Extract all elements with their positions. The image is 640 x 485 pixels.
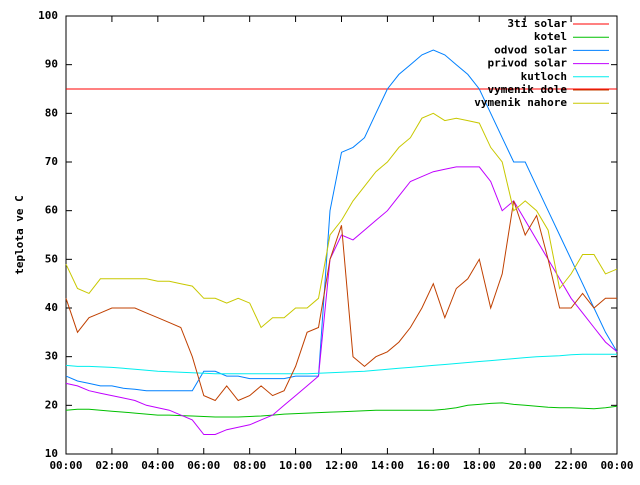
y-axis-label: teplota ve C: [13, 195, 26, 274]
x-tick-label: 00:00: [600, 459, 633, 472]
legend-label: privod solar: [488, 57, 568, 70]
legend-label: kotel: [534, 30, 567, 43]
x-tick-label: 02:00: [95, 459, 128, 472]
x-tick-label: 08:00: [233, 459, 266, 472]
x-tick-label: 04:00: [141, 459, 174, 472]
series-line: [65, 353, 617, 375]
x-tick-label: 14:00: [371, 459, 404, 472]
y-tick-label: 70: [45, 155, 58, 168]
y-tick-label: 60: [45, 204, 58, 217]
y-tick-label: 30: [45, 350, 58, 363]
x-tick-label: 20:00: [509, 459, 542, 472]
series-line: [65, 200, 617, 402]
legend-label: odvod solar: [494, 43, 567, 56]
legend-label: 3ti solar: [507, 17, 567, 30]
legend-label: vymenik nahore: [474, 96, 567, 109]
series-line: [65, 166, 618, 435]
legend-label: vymenik dole: [488, 83, 568, 96]
series-line: [65, 402, 618, 418]
y-tick-label: 90: [45, 58, 58, 71]
y-tick-label: 40: [45, 301, 58, 314]
legend-label: kutloch: [521, 70, 567, 83]
y-tick-label: 20: [45, 398, 58, 411]
y-tick-label: 100: [38, 9, 58, 22]
x-tick-label: 06:00: [187, 459, 220, 472]
x-tick-label: 16:00: [417, 459, 450, 472]
x-tick-label: 00:00: [49, 459, 82, 472]
y-tick-label: 80: [45, 106, 58, 119]
x-tick-label: 18:00: [463, 459, 496, 472]
plot-frame: [65, 15, 618, 455]
x-tick-label: 10:00: [279, 459, 312, 472]
y-tick-label: 50: [45, 252, 58, 265]
series-line: [65, 112, 618, 329]
series-line: [65, 49, 618, 392]
y-tick-label: 10: [45, 447, 58, 460]
x-tick-label: 12:00: [325, 459, 358, 472]
x-tick-label: 22:00: [555, 459, 588, 472]
